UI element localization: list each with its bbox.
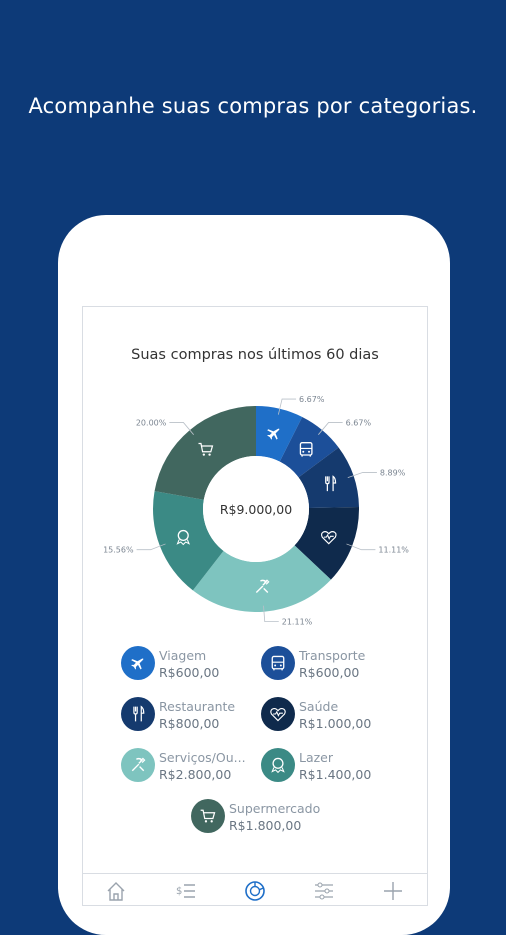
slice-supermercado[interactable] <box>154 406 256 500</box>
legend-item-label: Transporte <box>299 648 366 663</box>
legend-item[interactable]: Transporte R$600,00 <box>261 646 366 681</box>
svg-text:$: $ <box>176 886 182 897</box>
slice-servi-os-outros[interactable] <box>192 545 331 612</box>
leader-line <box>318 422 343 435</box>
legend-item[interactable]: Lazer R$1.400,00 <box>261 748 372 783</box>
percent-label: 8.89% <box>380 468 406 477</box>
legend-item-value: R$1.000,00 <box>299 716 372 731</box>
legend-item-value: R$2.800,00 <box>159 767 232 782</box>
leader-line <box>277 398 297 415</box>
tools-icon <box>255 579 270 594</box>
legend-item-value: R$600,00 <box>299 665 360 680</box>
leader-line <box>263 605 279 623</box>
percent-label: 6.67% <box>346 418 372 427</box>
legend-item-value: R$1.800,00 <box>229 818 302 833</box>
donut-chart: 6.67% 6.67% 8.89% 11.11% 21.11% 15.56% 20.00% R… <box>103 395 409 627</box>
slice-viagem[interactable] <box>256 406 303 462</box>
leader-line <box>347 472 377 478</box>
legend-item-label: Supermercado <box>229 801 321 816</box>
legend-item-value: R$600,00 <box>159 665 220 680</box>
legend-item-label: Serviços/Ou... <box>159 750 246 765</box>
legend-item[interactable]: Viagem R$600,00 <box>121 646 220 681</box>
leader-line <box>346 543 376 551</box>
legend-item-label: Saúde <box>299 699 339 714</box>
slice-transporte[interactable] <box>279 416 339 478</box>
legend-item-label: Restaurante <box>159 699 236 714</box>
legend-item-label: Viagem <box>159 648 207 663</box>
tools-icon <box>121 748 155 782</box>
tab-bar: $ <box>83 873 427 905</box>
legend-item-value: R$800,00 <box>159 716 220 731</box>
total-amount: R$9.000,00 <box>220 502 292 517</box>
screen-title: Suas compras nos últimos 60 dias <box>131 347 379 363</box>
legend-item-value: R$1.400,00 <box>299 767 372 782</box>
percent-label: 15.56% <box>103 546 134 555</box>
percent-label: 21.11% <box>282 618 313 627</box>
cutlery-icon <box>121 697 155 731</box>
umbrella-icon <box>261 748 295 782</box>
headline: Acompanhe suas compras por categorias. <box>28 94 478 118</box>
bus-icon <box>299 442 313 457</box>
leader-line <box>169 422 194 435</box>
bus-icon <box>261 646 295 680</box>
umbrella-icon <box>176 529 191 546</box>
donut-hole <box>203 456 309 562</box>
leader-line <box>136 543 166 551</box>
legend-item[interactable]: Serviços/Ou... R$2.800,00 <box>121 748 246 783</box>
chart-icon[interactable] <box>244 880 266 902</box>
heart-pulse-icon <box>261 697 295 731</box>
plus-icon[interactable] <box>382 880 404 902</box>
heart-pulse-icon <box>320 531 337 545</box>
percent-label: 6.67% <box>299 395 325 404</box>
percent-label: 20.00% <box>136 418 167 427</box>
legend-item[interactable]: Saúde R$1.000,00 <box>261 697 372 732</box>
legend-item[interactable]: Restaurante R$800,00 <box>121 697 236 732</box>
cart-icon <box>198 442 214 456</box>
percent-label: 11.11% <box>378 546 409 555</box>
sliders-icon[interactable] <box>313 880 335 902</box>
cart-icon <box>191 799 225 833</box>
app-screen: Suas compras nos últimos 60 dias 6.67% 6.… <box>82 306 428 906</box>
list-icon[interactable]: $ <box>175 880 197 902</box>
legend-item-label: Lazer <box>299 750 334 765</box>
slice-sa-de[interactable] <box>294 507 359 580</box>
home-icon[interactable] <box>105 880 127 902</box>
cutlery-icon <box>325 475 337 492</box>
airplane-icon <box>121 646 155 680</box>
airplane-icon <box>267 428 280 440</box>
legend-item[interactable]: Supermercado R$1.800,00 <box>191 799 321 834</box>
